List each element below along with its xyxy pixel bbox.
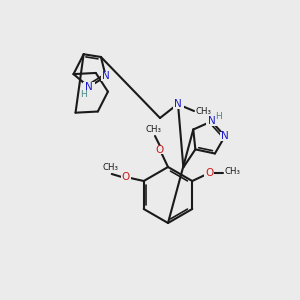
Text: H: H <box>215 112 222 121</box>
Text: O: O <box>122 172 130 182</box>
Text: CH₃: CH₃ <box>195 107 211 116</box>
Text: N: N <box>174 99 182 109</box>
Text: N: N <box>208 116 215 126</box>
Text: CH₃: CH₃ <box>224 167 240 176</box>
Text: CH₃: CH₃ <box>145 124 161 134</box>
Bar <box>155 146 165 154</box>
Bar <box>83 82 95 91</box>
Text: N: N <box>102 71 110 81</box>
Bar <box>172 100 184 109</box>
Bar <box>204 169 214 177</box>
Text: N: N <box>85 82 93 92</box>
Bar <box>121 173 131 181</box>
Text: O: O <box>205 168 213 178</box>
Bar <box>220 132 230 141</box>
Text: N: N <box>221 131 229 141</box>
Text: O: O <box>156 145 164 155</box>
Text: H: H <box>80 91 87 100</box>
Text: CH₃: CH₃ <box>103 163 119 172</box>
Bar <box>206 117 218 126</box>
Bar <box>101 72 111 81</box>
